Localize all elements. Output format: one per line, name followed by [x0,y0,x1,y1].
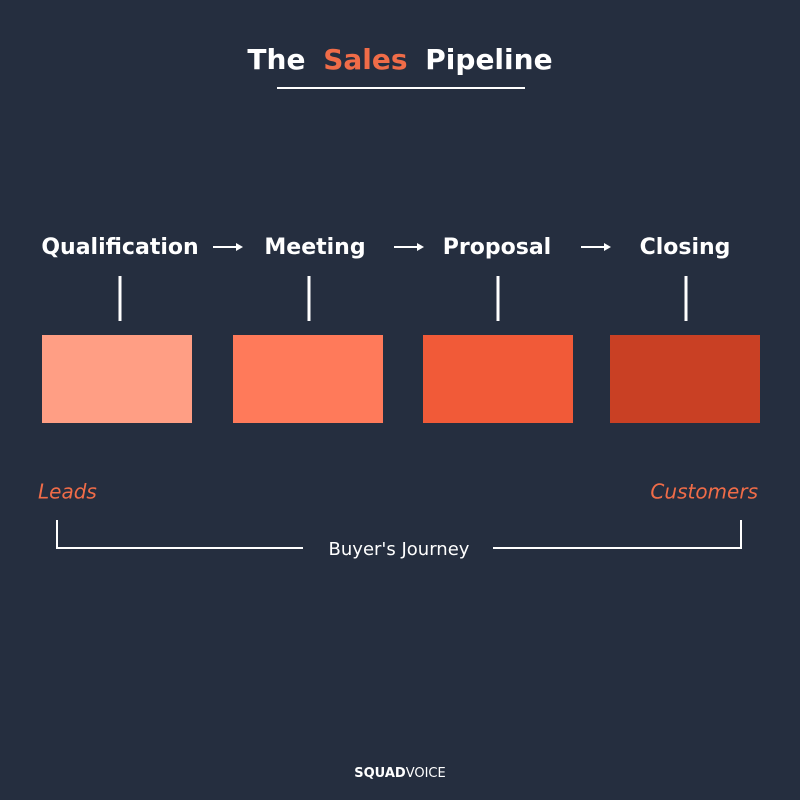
bracket-right [493,520,742,549]
stage-box [610,335,760,423]
stage-arrowhead [236,243,243,251]
stage-arrowhead [417,243,424,251]
bracket-left [56,520,303,549]
title: The Sales Pipeline [247,43,552,76]
brand-light: VOICE [406,766,446,781]
stage-label: Closing [640,235,731,260]
brand: SQUADVOICE [354,766,445,781]
stage-box [423,335,573,423]
stage-label: Proposal [443,235,551,260]
stage-label: Qualification [41,235,198,260]
title-suffix: Pipeline [425,43,552,76]
brand-bold: SQUAD [354,766,406,781]
start-label: Leads [38,480,97,504]
stage-box [42,335,192,423]
stage-box [233,335,383,423]
journey-label: Buyer's Journey [329,539,470,560]
title-prefix: The [247,43,305,76]
stages: Qualification Meeting Proposal Closing [41,235,760,423]
end-label: Customers [650,480,758,504]
stage-label: Meeting [264,235,365,260]
stage-arrowhead [604,243,611,251]
title-highlight: Sales [323,43,407,76]
